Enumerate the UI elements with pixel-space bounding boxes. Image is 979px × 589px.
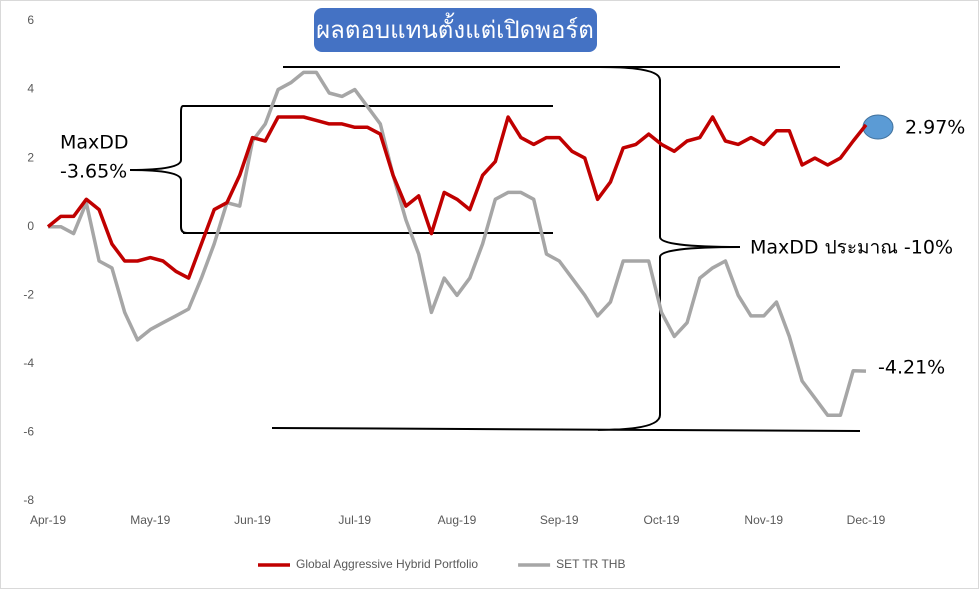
y-tick-label: 0 xyxy=(27,219,34,233)
y-tick-label: 2 xyxy=(27,150,34,164)
annotation: -3.65% xyxy=(60,161,127,183)
brackets xyxy=(129,66,861,432)
annotation: MaxDD xyxy=(60,132,129,154)
y-tick-label: 4 xyxy=(27,82,34,96)
legend-label: SET TR THB xyxy=(556,557,625,571)
annotation: MaxDD ประมาณ -10% xyxy=(750,237,953,259)
x-tick-label: Sep-19 xyxy=(540,513,579,527)
x-tick-label: Jul-19 xyxy=(338,513,371,527)
legend-label: Global Aggressive Hybrid Portfolio xyxy=(296,557,478,571)
y-tick-label: 6 xyxy=(27,13,34,27)
maxdd-bracket-large xyxy=(271,66,861,432)
chart-title: ผลตอบแทนตั้งแต่เปิดพอร์ต xyxy=(316,12,594,44)
y-tick-label: -4 xyxy=(23,356,34,370)
series-line xyxy=(48,70,867,418)
x-tick-label: May-19 xyxy=(130,513,170,527)
annotation: 2.97% xyxy=(905,117,965,139)
series-line xyxy=(46,115,868,280)
y-tick-label: -2 xyxy=(23,287,34,301)
end-marker xyxy=(862,114,894,140)
y-tick-label: -6 xyxy=(23,425,34,439)
x-tick-label: Oct-19 xyxy=(643,513,679,527)
x-tick-label: Apr-19 xyxy=(30,513,66,527)
x-tick-label: Jun-19 xyxy=(234,513,271,527)
x-tick-label: Dec-19 xyxy=(847,513,886,527)
title-box xyxy=(314,8,597,52)
x-tick-label: Nov-19 xyxy=(744,513,783,527)
y-tick-label: -8 xyxy=(23,493,34,507)
annotation: -4.21% xyxy=(878,357,945,379)
x-tick-label: Aug-19 xyxy=(438,513,477,527)
